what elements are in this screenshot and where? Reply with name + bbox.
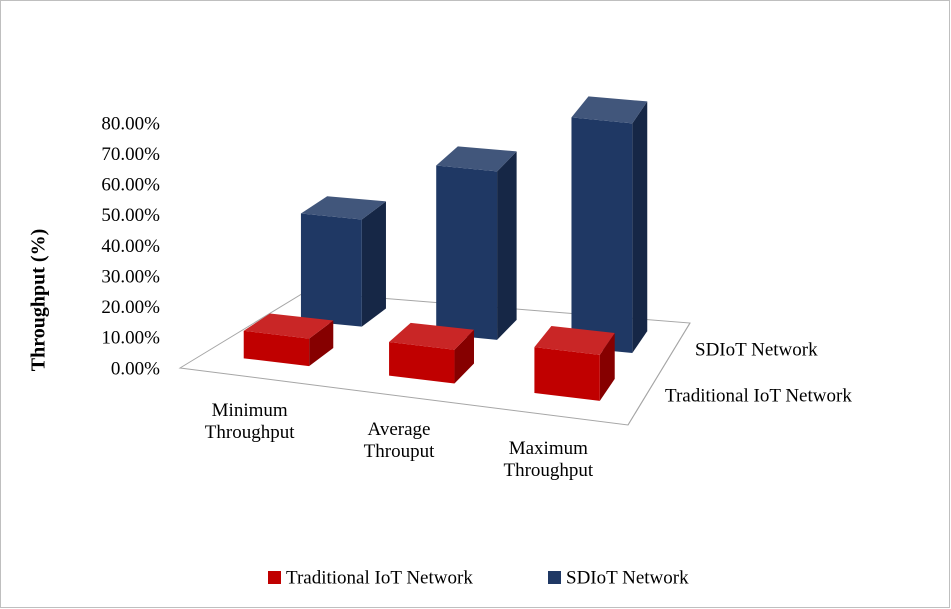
x-tick-label: Average Throuput xyxy=(363,418,435,462)
bar-top xyxy=(571,96,648,124)
y-tick-label: 80.00% xyxy=(101,113,160,134)
depth-label: SDIoT Network xyxy=(695,339,818,360)
bar-front xyxy=(243,330,310,367)
bar-front xyxy=(571,117,633,354)
y-tick-label: 70.00% xyxy=(101,144,160,165)
y-tick-label: 0.00% xyxy=(111,358,160,379)
y-tick-label: 60.00% xyxy=(101,175,160,196)
y-tick-label: 10.00% xyxy=(101,328,160,349)
legend-swatch xyxy=(548,571,561,584)
depth-axis xyxy=(627,322,691,426)
bar-front xyxy=(300,213,362,327)
bar-front xyxy=(436,165,498,340)
bar-front xyxy=(389,341,455,384)
bar-side xyxy=(361,201,386,327)
depth-label: Traditional IoT Network xyxy=(665,385,852,406)
bar-front xyxy=(534,347,600,401)
y-tick-label: 50.00% xyxy=(101,205,160,226)
x-tick-label: Minimum Throughput xyxy=(204,399,295,443)
y-tick-label: 40.00% xyxy=(101,236,160,257)
bar-top xyxy=(389,322,474,350)
bar-top xyxy=(243,313,334,339)
legend-label: SDIoT Network xyxy=(566,567,689,588)
bar-side xyxy=(497,151,517,340)
bar-side xyxy=(454,329,474,384)
bar-top xyxy=(436,146,517,172)
legend-label: Traditional IoT Network xyxy=(286,567,473,588)
y-tick-label: 30.00% xyxy=(101,266,160,287)
bar-top xyxy=(300,196,386,220)
legend-swatch xyxy=(268,571,281,584)
bar-side xyxy=(309,320,334,367)
y-tick-label: 20.00% xyxy=(101,297,160,318)
x-tick-label: Maximum Throughput xyxy=(503,437,594,481)
bar-top xyxy=(534,326,615,355)
bar-side xyxy=(632,101,648,354)
bar-side xyxy=(599,332,615,401)
y-axis-title: Throughput (%) xyxy=(28,229,50,371)
